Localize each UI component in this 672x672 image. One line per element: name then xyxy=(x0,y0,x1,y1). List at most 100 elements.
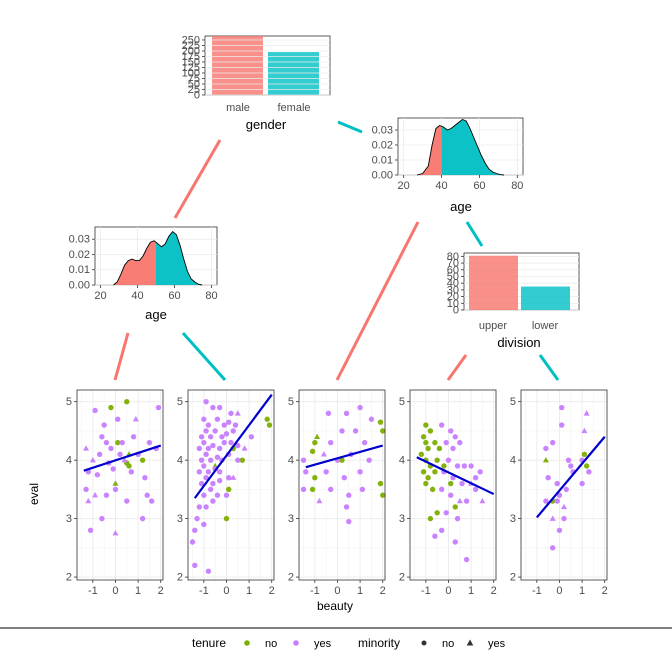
x-axis-label-beauty: beauty xyxy=(317,599,353,613)
data-point xyxy=(192,527,198,534)
y-tick-label: 5 xyxy=(510,396,516,408)
data-point xyxy=(438,486,445,493)
data-point xyxy=(124,398,130,405)
data-point xyxy=(450,445,456,452)
legend-title-tenure: tenure xyxy=(192,636,226,650)
x-axis-ticks: 20 40 60 80 xyxy=(398,175,523,192)
data-point xyxy=(434,510,440,516)
data-point xyxy=(352,428,359,434)
data-point xyxy=(380,428,386,434)
data-point xyxy=(99,515,105,522)
x-axis-label: age xyxy=(450,199,472,214)
data-point xyxy=(203,428,209,434)
data-point xyxy=(554,498,560,504)
edge-agetop-left xyxy=(335,221,420,381)
x-tick-label: 0 xyxy=(112,585,118,597)
data-point xyxy=(205,422,212,428)
data-point xyxy=(139,515,146,522)
panel-border xyxy=(298,389,386,581)
data-point xyxy=(115,416,121,422)
data-point xyxy=(198,457,205,463)
x-tick-label: 1 xyxy=(357,585,363,597)
data-point xyxy=(479,497,486,504)
x-tick-label: -1 xyxy=(199,585,209,597)
legend-label-minority-no: no xyxy=(442,638,454,650)
bars xyxy=(469,255,570,310)
data-point xyxy=(346,518,352,525)
data-point xyxy=(241,445,248,451)
data-point xyxy=(148,498,155,504)
data-point xyxy=(87,527,94,534)
x-tick-label: -1 xyxy=(88,585,98,597)
data-point xyxy=(427,428,434,434)
y-tick-label: 2 xyxy=(399,572,405,584)
data-point xyxy=(586,469,592,475)
data-point xyxy=(239,457,246,463)
y-tick-label: 75 xyxy=(188,73,200,85)
x-tick-label: 2 xyxy=(491,585,497,597)
data-point xyxy=(581,427,588,434)
data-point xyxy=(366,457,372,463)
x-tick-label: 60 xyxy=(168,290,180,302)
data-point xyxy=(545,474,551,481)
data-point xyxy=(456,497,463,504)
data-point xyxy=(448,480,454,487)
data-point xyxy=(323,469,329,475)
data-point xyxy=(303,469,309,475)
y-tick-label: 70 xyxy=(447,258,459,270)
y-tick-label: 150 xyxy=(182,56,200,68)
data-point xyxy=(196,504,203,510)
data-point xyxy=(234,410,241,416)
age-density-left: 20 40 60 80 0.00 0.01 0.02 0.03 age xyxy=(69,226,218,322)
y-tick-label: 10 xyxy=(447,298,459,310)
data-point xyxy=(203,398,209,405)
y-tick-label: 30 xyxy=(447,284,459,296)
data-point xyxy=(92,492,99,498)
data-point xyxy=(549,439,556,446)
data-point xyxy=(128,469,135,475)
x-tick-label: 2 xyxy=(380,585,386,597)
legend-key-minority-no xyxy=(421,640,427,646)
data-point xyxy=(99,434,105,440)
x-tick-label: 80 xyxy=(511,180,523,192)
scatter-panel-5: -1 0 1 2 2 3 4 5 xyxy=(510,389,608,597)
data-point xyxy=(214,416,221,422)
data-point xyxy=(454,463,461,469)
data-point xyxy=(320,451,327,457)
legend: tenure no yes minority no yes xyxy=(192,636,506,650)
data-point xyxy=(461,463,468,469)
data-point xyxy=(235,457,241,463)
y-tick-label: 5 xyxy=(288,396,294,408)
density-outline xyxy=(113,230,203,286)
y-tick-label: 3 xyxy=(510,513,516,525)
legend-key-tenure-no xyxy=(244,640,250,646)
scatter-panel-3: -1 0 1 2 2 3 4 5 xyxy=(288,389,386,597)
data-point xyxy=(230,474,237,480)
y-tick-label: 2 xyxy=(177,572,183,584)
data-point xyxy=(196,445,203,452)
data-point xyxy=(459,480,465,487)
data-point xyxy=(420,434,427,440)
x-tick-label: 0 xyxy=(556,585,562,597)
y-tick-label: 100 xyxy=(182,67,200,79)
data-point xyxy=(477,469,483,475)
x-axis-ticks: 20 40 60 80 xyxy=(94,285,218,302)
data-point xyxy=(556,527,563,534)
data-point xyxy=(201,439,207,446)
data-point xyxy=(124,498,130,504)
density-areas xyxy=(113,230,203,286)
data-point xyxy=(581,451,588,458)
panel-background xyxy=(77,390,163,580)
y-tick-label: 225 xyxy=(182,40,200,52)
data-point xyxy=(210,442,216,449)
data-point xyxy=(427,515,434,522)
data-point xyxy=(83,486,89,493)
data-point xyxy=(341,474,347,481)
data-point xyxy=(549,515,556,521)
y-tick-label: 5 xyxy=(177,396,183,408)
data-point xyxy=(223,492,230,498)
y-tick-label: 4 xyxy=(177,455,183,467)
data-point xyxy=(230,428,236,434)
data-point xyxy=(554,480,560,487)
